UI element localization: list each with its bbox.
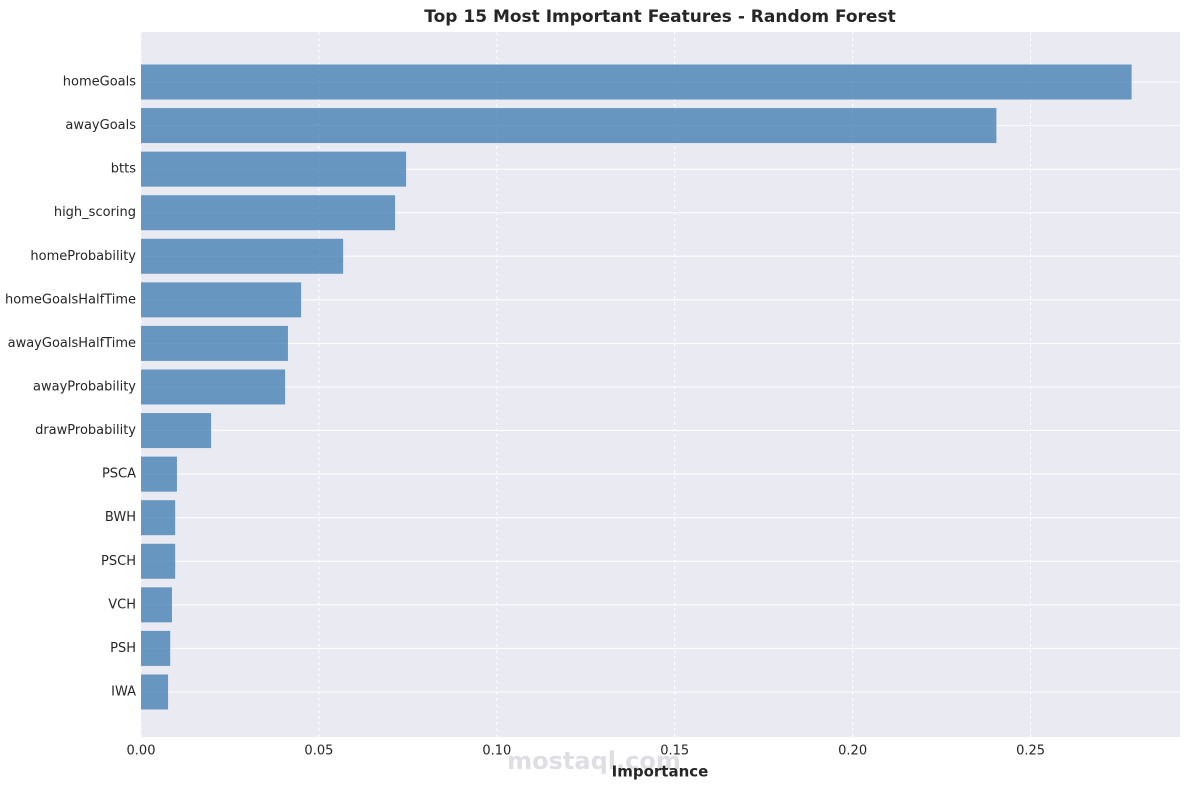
bar — [141, 543, 176, 579]
y-tick-label: homeGoals — [63, 75, 136, 90]
y-tick-label: drawProbability — [35, 423, 136, 438]
chart-title: Top 15 Most Important Features - Random … — [424, 7, 895, 27]
y-tick-label: BWH — [105, 510, 136, 525]
x-axis-label: Importance — [612, 763, 709, 781]
x-tick-label: 0.05 — [304, 744, 333, 759]
y-tick-label: PSCA — [102, 467, 136, 482]
bar — [141, 369, 286, 405]
bar — [141, 195, 396, 231]
y-tick-label: btts — [111, 162, 136, 177]
bar — [141, 151, 407, 187]
bar — [141, 456, 177, 492]
bar — [141, 413, 212, 449]
bar — [141, 630, 171, 666]
watermark: mostaql.com — [507, 747, 681, 775]
bar — [141, 64, 1132, 100]
bar — [141, 108, 997, 144]
bar — [141, 587, 172, 623]
y-tick-label: PSH — [110, 641, 136, 656]
y-tick-label: high_scoring — [54, 205, 136, 220]
bar — [141, 325, 288, 361]
y-tick-label: awayGoals — [65, 118, 136, 133]
y-tick-label: homeProbability — [30, 249, 136, 264]
x-tick-label: 0.00 — [127, 744, 156, 759]
plot-area — [141, 32, 1180, 737]
bar — [141, 500, 176, 536]
bar — [141, 674, 169, 710]
y-tick-label: awayGoalsHalfTime — [8, 336, 136, 351]
x-tick-label: 0.10 — [482, 744, 511, 759]
bar — [141, 238, 344, 274]
y-tick-label: homeGoalsHalfTime — [5, 292, 136, 307]
bar — [141, 282, 302, 318]
x-tick-label: 0.15 — [660, 744, 689, 759]
x-tick-label: 0.25 — [1016, 744, 1045, 759]
y-tick-label: PSCH — [101, 554, 136, 569]
x-tick-label: 0.20 — [838, 744, 867, 759]
y-tick-label: VCH — [108, 597, 136, 612]
y-tick-label: awayProbability — [33, 379, 136, 394]
y-tick-label: IWA — [111, 684, 136, 699]
